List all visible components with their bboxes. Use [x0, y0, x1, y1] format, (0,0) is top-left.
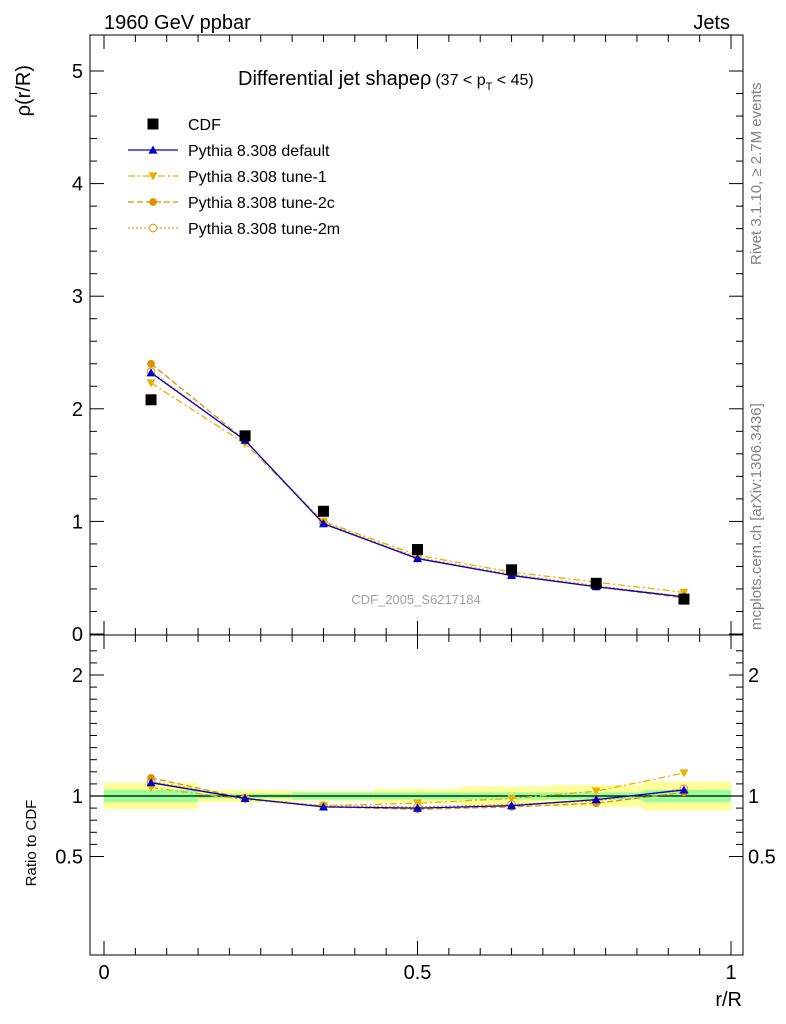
ratio-point [146, 778, 156, 787]
legend-entry: Pythia 8.308 default [128, 143, 330, 160]
legend-entry: Pythia 8.308 tune-2m [128, 221, 340, 238]
ratio-y-tick-label: 0.5 [55, 847, 83, 869]
ratio-point [679, 785, 689, 794]
y-tick-label: 4 [72, 174, 83, 196]
series-cdf [145, 394, 690, 605]
legend-entry: Pythia 8.308 tune-2c [128, 195, 335, 212]
ratio-y-tick-label: 2 [72, 665, 83, 687]
legend: CDF Pythia 8.308 default Pythia 8.308 tune… [128, 117, 340, 238]
ratio-point [507, 794, 517, 803]
series-line [150, 363, 685, 599]
legend-marker [147, 118, 159, 130]
legend-label: CDF [188, 117, 221, 134]
legend-label: Pythia 8.308 tune-1 [188, 169, 327, 186]
series-pythia-8-308-tune-2m [146, 367, 689, 602]
main-title: Differential jet shapeρ (37 < pT < 45) [238, 68, 534, 93]
ratio-y-tick-label-right: 2 [748, 665, 759, 687]
ratio-y-tick-label-right: 1 [748, 786, 759, 808]
legend-label: Pythia 8.308 default [188, 143, 330, 160]
data-point [413, 554, 422, 563]
data-point [145, 394, 157, 406]
series-pythia-8-308-tune-2c [147, 359, 688, 602]
data-point [146, 368, 156, 377]
x-tick-label: 0.5 [404, 962, 432, 984]
ratio-point [413, 803, 422, 812]
ratio-point [591, 795, 601, 804]
legend-label: Pythia 8.308 tune-2c [188, 195, 335, 212]
x-tick-label: 1 [725, 962, 736, 984]
series-pythia-8-308-default [146, 368, 689, 601]
data-point [146, 379, 156, 388]
ratio-point [147, 774, 155, 782]
legend-entry: Pythia 8.308 tune-1 [128, 169, 327, 186]
data-point [506, 564, 518, 576]
main-y-ticks: 0 1 2 3 4 5 [72, 61, 743, 646]
series-line [150, 372, 685, 598]
y-tick-label: 3 [72, 286, 83, 308]
y-tick-label: 5 [72, 61, 83, 83]
data-point [239, 430, 251, 442]
ratio-y-tick-label: 1 [72, 786, 83, 808]
series-pythia-8-308-tune-1 [146, 379, 689, 597]
ratio-point [507, 801, 517, 810]
legend-marker [148, 145, 158, 154]
rivet-label: Rivet 3.1.10, ≥ 2.7M events [748, 83, 765, 266]
main-series-layer [145, 359, 690, 605]
ratio-frame [89, 634, 744, 956]
ratio-series-layer [146, 769, 689, 814]
main-panel: 0 1 2 3 4 5 ρ(r/R) Differential jet shapeρ (37… [13, 34, 744, 646]
analysis-watermark: CDF_2005_S6217184 [351, 592, 480, 607]
ratio-point [591, 787, 601, 796]
y-tick-label: 1 [72, 511, 83, 533]
data-point [317, 505, 329, 517]
series-line [150, 371, 685, 598]
x-axis-label: r/R [715, 989, 742, 1011]
header-left: 1960 GeV ppbar [104, 12, 251, 34]
y-tick-label: 2 [72, 399, 83, 421]
y-tick-label: 0 [72, 624, 83, 646]
data-point [318, 519, 328, 528]
ratio-point [318, 802, 328, 811]
ratio-series-pythia-8-308-default [146, 778, 689, 812]
legend-marker [148, 172, 158, 181]
ratio-y-ticks: 0.5 0.5 1 1 2 2 [55, 650, 776, 869]
x-tick-label: 0 [98, 962, 109, 984]
legend-entry: CDF [147, 117, 221, 134]
ratio-x-ticks: 0 0.5 1 [98, 635, 737, 984]
ratio-y-axis-label: Ratio to CDF [23, 800, 40, 887]
main-x-ticks [103, 35, 732, 635]
legend-label: Pythia 8.308 tune-2m [188, 221, 340, 238]
main-y-axis-label: ρ(r/R) [13, 65, 35, 116]
ratio-point [240, 793, 250, 803]
ratio-y-tick-label-right: 0.5 [748, 847, 776, 869]
data-point [678, 593, 690, 605]
data-point [412, 544, 423, 556]
data-point [147, 359, 155, 368]
mcplots-label: mcplots.cern.ch [arXiv:1306.3436] [748, 403, 765, 630]
legend-marker [148, 223, 158, 233]
legend-marker [149, 198, 157, 206]
ratio-panel: 0.5 0.51 12 2 0 0.5 1 Ratio to CDF r/R [23, 634, 776, 1011]
data-point [590, 577, 602, 589]
header-right: Jets [693, 12, 730, 34]
ratio-point [679, 769, 689, 778]
